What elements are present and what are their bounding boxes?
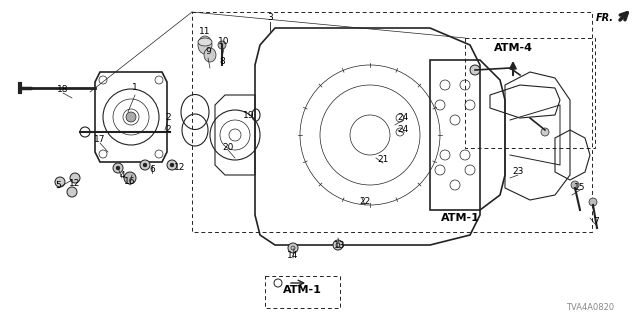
Text: 12: 12 xyxy=(69,179,81,188)
Circle shape xyxy=(124,172,136,184)
Ellipse shape xyxy=(198,36,212,54)
Circle shape xyxy=(571,181,579,189)
Text: TVA4A0820: TVA4A0820 xyxy=(566,303,614,313)
Text: ATM-4: ATM-4 xyxy=(493,43,532,53)
Circle shape xyxy=(170,163,174,167)
Text: 12: 12 xyxy=(174,164,186,172)
Circle shape xyxy=(470,65,480,75)
Circle shape xyxy=(218,41,226,49)
Circle shape xyxy=(126,112,136,122)
Text: 8: 8 xyxy=(219,58,225,67)
Text: 14: 14 xyxy=(287,251,299,260)
Circle shape xyxy=(589,198,597,206)
Text: 3: 3 xyxy=(267,13,273,22)
Text: 2: 2 xyxy=(165,125,171,134)
Text: 7: 7 xyxy=(593,218,599,227)
Text: 20: 20 xyxy=(222,142,234,151)
Text: 24: 24 xyxy=(397,113,408,122)
Circle shape xyxy=(541,128,549,136)
Text: 4: 4 xyxy=(119,171,125,180)
Text: 16: 16 xyxy=(124,178,136,187)
Circle shape xyxy=(70,173,80,183)
Bar xyxy=(265,276,340,308)
Text: 17: 17 xyxy=(94,135,106,145)
Text: 1: 1 xyxy=(132,84,138,92)
Circle shape xyxy=(288,243,298,253)
Bar xyxy=(192,12,592,232)
Ellipse shape xyxy=(198,38,212,46)
Text: FR.: FR. xyxy=(596,13,614,23)
Text: 13: 13 xyxy=(334,241,346,250)
Text: 18: 18 xyxy=(57,85,68,94)
Circle shape xyxy=(167,160,177,170)
Circle shape xyxy=(67,187,77,197)
Circle shape xyxy=(143,163,147,167)
Text: 19: 19 xyxy=(243,110,255,119)
Text: 11: 11 xyxy=(199,28,211,36)
Bar xyxy=(465,38,595,148)
Text: ATM-1: ATM-1 xyxy=(283,285,321,295)
Text: ATM-1: ATM-1 xyxy=(440,213,479,223)
Text: 24: 24 xyxy=(397,125,408,134)
Circle shape xyxy=(333,240,343,250)
Circle shape xyxy=(113,163,123,173)
Text: 23: 23 xyxy=(512,167,524,177)
Text: 5: 5 xyxy=(55,180,61,189)
Text: 21: 21 xyxy=(378,156,388,164)
Text: 2: 2 xyxy=(165,113,171,122)
Text: 9: 9 xyxy=(205,47,211,57)
Ellipse shape xyxy=(204,48,216,62)
Text: 15: 15 xyxy=(574,182,586,191)
Circle shape xyxy=(55,177,65,187)
Text: 22: 22 xyxy=(360,197,371,206)
Text: 6: 6 xyxy=(149,165,155,174)
Text: 10: 10 xyxy=(218,37,230,46)
Circle shape xyxy=(140,160,150,170)
Circle shape xyxy=(116,166,120,170)
